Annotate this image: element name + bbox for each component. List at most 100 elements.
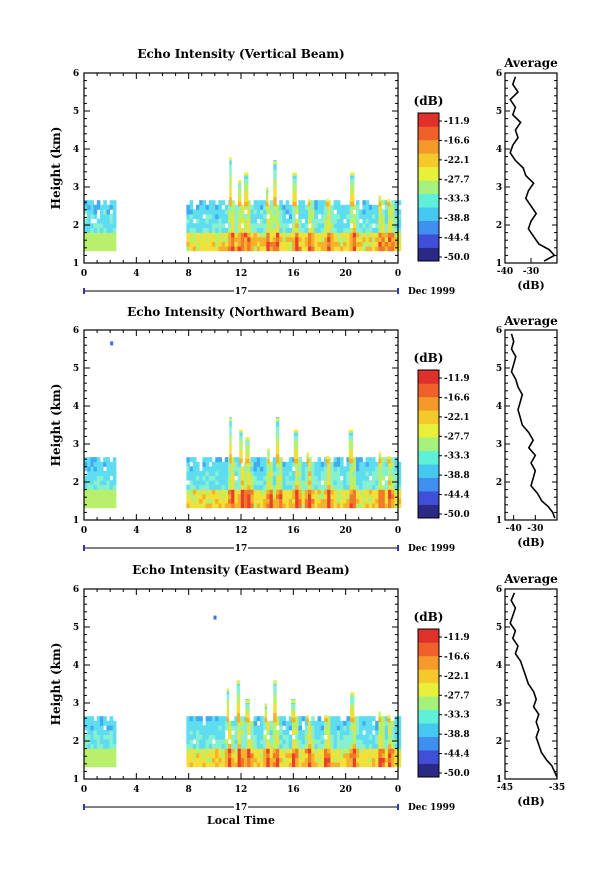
heatmap-cell [375, 720, 379, 726]
heatmap-cell [340, 232, 344, 238]
plume-cell [226, 712, 230, 718]
heatmap-cell [295, 725, 299, 731]
heatmap-cell [349, 471, 354, 476]
heatmap-cell [298, 484, 302, 490]
heatmap-cell [279, 466, 283, 472]
heatmap-cell [317, 471, 322, 476]
heatmap-cell [372, 232, 376, 238]
heatmap-cell [272, 494, 277, 499]
heatmap-cell [372, 218, 376, 224]
heatmap-cell [384, 223, 389, 229]
colorbar-tick-label: -44.4 [444, 491, 470, 501]
heatmap-cell [304, 461, 309, 467]
heatmap-cell [298, 757, 302, 763]
heatmap-cell [247, 466, 251, 472]
heatmap-cell [295, 489, 299, 495]
plume-cell [264, 712, 268, 718]
heatmap-cell [84, 218, 88, 224]
heatmap-cell [250, 461, 254, 467]
heatmap-cell [231, 246, 235, 252]
heatmap-cell [292, 494, 296, 499]
heatmap-cell [317, 200, 322, 206]
heatmap-cell [304, 720, 309, 726]
colorbar-segment [418, 180, 439, 195]
heatmap-cell [276, 762, 280, 768]
heatmap-cell [106, 739, 110, 745]
plume-cell [229, 430, 232, 436]
heatmap-cell [282, 246, 286, 252]
y-tick-label: 3 [73, 699, 79, 709]
colorbar-segment [418, 709, 439, 724]
heatmap-cell [221, 218, 226, 224]
heatmap-cell [375, 475, 379, 481]
plume-column [266, 187, 269, 207]
heatmap-cell [224, 237, 229, 242]
plume-cell [348, 453, 354, 459]
heatmap-cell [100, 739, 104, 745]
heatmap-cell [109, 757, 114, 763]
heatmap-cell [90, 227, 94, 233]
plume-cell [244, 192, 249, 198]
heatmap-cell [359, 466, 363, 472]
profile-frame [504, 72, 558, 264]
colorbar-tick-label: -11.9 [444, 374, 470, 384]
heatmap-cell [189, 762, 194, 768]
heatmap-cell [215, 720, 219, 726]
heatmap-cell [189, 227, 194, 233]
heatmap-cell [327, 471, 331, 476]
heatmap-cell [381, 757, 386, 763]
heatmap-cell [375, 748, 379, 754]
heatmap-cell [394, 461, 398, 467]
heatmap-cell [208, 503, 213, 509]
heatmap-cell [295, 484, 299, 490]
heatmap-cell [221, 748, 226, 754]
heatmap-cell [394, 762, 398, 768]
heatmap-cell [327, 246, 331, 252]
heatmap-cell [244, 246, 248, 252]
heatmap-cell [391, 748, 395, 754]
heatmap-cell [394, 246, 398, 252]
heatmap-cell [317, 246, 322, 252]
plume-cell [348, 440, 354, 445]
heatmap-cell [87, 734, 91, 740]
heatmap-cell [260, 762, 264, 768]
heatmap-cell [205, 204, 210, 210]
heatmap-cell [199, 753, 203, 758]
heatmap-cell [260, 734, 264, 740]
heatmap-cell [87, 246, 91, 252]
y-axis-label: Height (km) [49, 127, 63, 210]
heatmap-cell [202, 241, 206, 247]
chart-panel-2: Echo Intensity (Eastward Beam)123456Heig… [49, 563, 565, 827]
heatmap-cell [378, 748, 382, 754]
heatmap-cell [317, 503, 322, 509]
heatmap-cell [93, 214, 98, 219]
heatmap-cell [186, 716, 190, 722]
plume-cell [293, 458, 299, 464]
plume-tip [387, 199, 391, 203]
plume-cell [291, 712, 296, 718]
heatmap-cell [196, 762, 200, 768]
heatmap-cell [375, 757, 379, 763]
heatmap-cell [221, 734, 226, 740]
heatmap-cell [90, 498, 94, 504]
heatmap-cell [397, 753, 402, 758]
heatmap-cell [231, 480, 235, 486]
heatmap-cell [234, 734, 238, 740]
heatmap-cell [100, 209, 104, 215]
heatmap-cell [244, 725, 248, 731]
plume-column [348, 429, 354, 464]
heatmap-cell [381, 739, 386, 745]
plume-cell [245, 453, 250, 459]
colorbar-tick-label: -38.8 [444, 730, 470, 740]
heatmap-cell [215, 762, 219, 768]
heatmap-cell [231, 734, 235, 740]
heatmap-cell [276, 739, 280, 745]
heatmap-cell [90, 200, 94, 206]
heatmap-cell [231, 223, 235, 229]
heatmap-cell [103, 494, 107, 499]
heatmap-cell [333, 489, 338, 495]
heatmap-cell [90, 237, 94, 242]
plume-cell [236, 712, 241, 718]
heatmap-cell [269, 461, 274, 467]
heatmap-cell [228, 214, 232, 219]
